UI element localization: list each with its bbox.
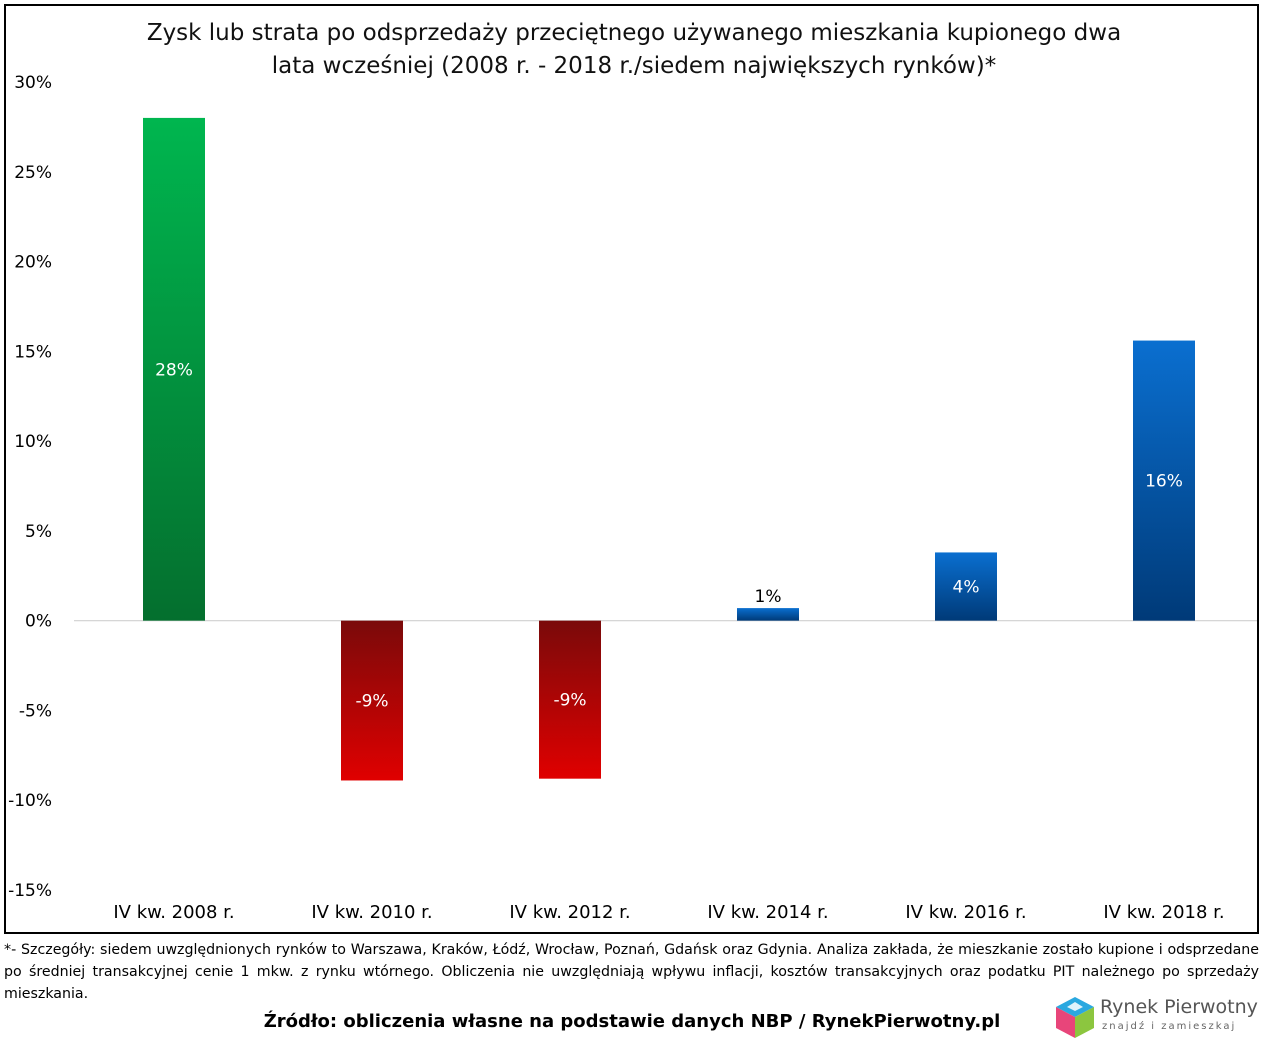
x-category-label: IV kw. 2008 r.	[113, 902, 234, 923]
y-tick-label: 5%	[25, 522, 52, 542]
y-tick-label: -10%	[8, 791, 52, 811]
data-label: 28%	[155, 360, 193, 380]
x-axis-categories: IV kw. 2008 r. IV kw. 2010 r. IV kw. 2012 …	[113, 902, 1224, 923]
y-tick-label: 15%	[14, 342, 52, 362]
bars	[143, 117, 1195, 781]
y-tick-label: 25%	[14, 163, 52, 183]
chart-frame: Zysk lub strata po odsprzedaży przeciętn…	[4, 4, 1259, 934]
data-label: -9%	[553, 691, 586, 711]
y-axis-ticks: 30% 25% 20% 15% 10% 5% 0% -5% -10% -15%	[8, 73, 1257, 901]
y-tick-label: 0%	[25, 612, 52, 632]
bar	[935, 552, 997, 621]
data-label: 4%	[953, 578, 980, 598]
y-tick-label: 30%	[14, 73, 52, 93]
bar	[1133, 340, 1195, 621]
brand-logo: Rynek Pierwotny znajdź i zamieszkaj	[1052, 994, 1258, 1040]
footnote: *- Szczegóły: siedem uwzględnionych rynk…	[4, 942, 1259, 1002]
bar	[341, 620, 403, 781]
y-tick-label: 10%	[14, 432, 52, 452]
data-label: 16%	[1145, 472, 1183, 492]
bar-chart: Zysk lub strata po odsprzedaży przeciętn…	[8, 20, 1257, 923]
y-tick-label: -5%	[19, 701, 52, 721]
bar	[539, 620, 601, 779]
y-tick-label: -15%	[8, 881, 52, 901]
brand-name: Rynek Pierwotny	[1100, 996, 1258, 1018]
brand-tagline: znajdź i zamieszkaj	[1102, 1021, 1237, 1032]
x-category-label: IV kw. 2016 r.	[905, 902, 1026, 923]
y-tick-label: 20%	[14, 253, 52, 273]
x-category-label: IV kw. 2012 r.	[509, 902, 630, 923]
source-note: Źródło: obliczenia własne na podstawie d…	[263, 1011, 1001, 1032]
data-labels: 28% -9% -9% 1% 4% 16%	[155, 360, 1183, 711]
house-cube-icon	[1056, 997, 1094, 1038]
data-label: 1%	[755, 587, 782, 607]
x-category-label: IV kw. 2018 r.	[1103, 902, 1224, 923]
bar	[143, 117, 205, 621]
chart-title-line-1: Zysk lub strata po odsprzedaży przeciętn…	[147, 20, 1121, 46]
chart-title-line-2: lata wcześniej (2008 r. - 2018 r./siedem…	[272, 53, 996, 79]
x-category-label: IV kw. 2014 r.	[707, 902, 828, 923]
bar	[737, 608, 799, 621]
x-category-label: IV kw. 2010 r.	[311, 902, 432, 923]
data-label: -9%	[355, 692, 388, 712]
